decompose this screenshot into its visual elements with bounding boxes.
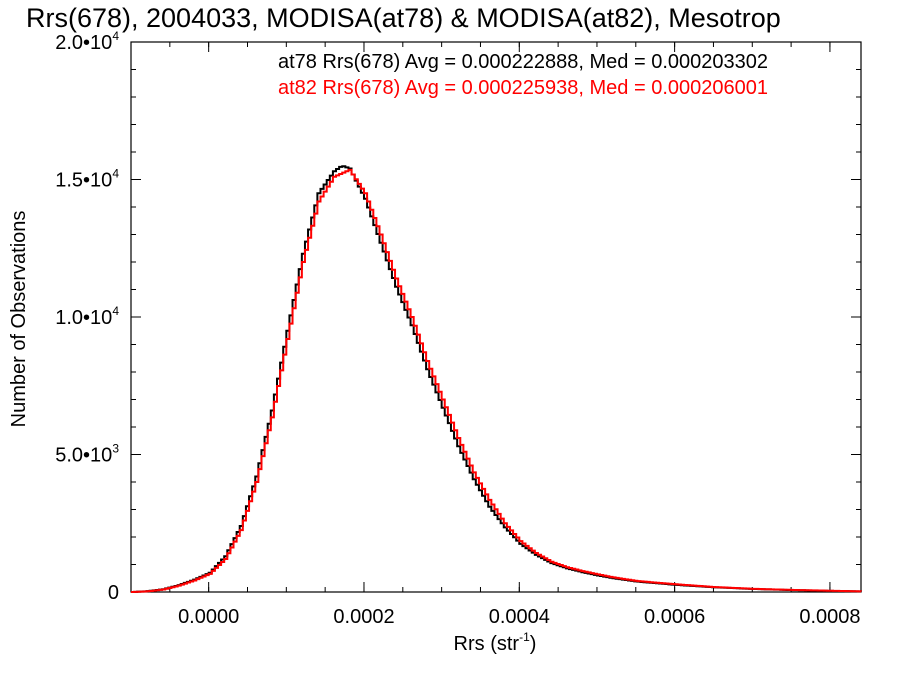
annotation-1: at78 Rrs(678) Avg = 0.000222888, Med = 0… xyxy=(278,51,768,73)
chart-title: Rrs(678), 2004033, MODISA(at78) & MODISA… xyxy=(26,3,781,33)
x-tick-label: 0.0002 xyxy=(333,606,394,628)
x-tick-label: 0.0004 xyxy=(489,606,550,628)
x-tick-label: 0.0006 xyxy=(644,606,705,628)
annotation-2: at82 Rrs(678) Avg = 0.000225938, Med = 0… xyxy=(278,77,768,99)
series-line-1 xyxy=(131,165,862,593)
y-tick-exponent: 4 xyxy=(112,304,119,318)
y-tick-mantissa: 1.0•10 xyxy=(55,307,112,329)
x-tick-label: 0.0008 xyxy=(799,606,860,628)
y-tick-mantissa: 1.5•10 xyxy=(55,170,112,192)
y-tick-mantissa: 0 xyxy=(108,582,119,604)
y-tick-exponent: 3 xyxy=(112,442,119,456)
y-tick-label: 1.0•104 xyxy=(55,304,119,329)
x-axis-label-tail: ) xyxy=(530,633,537,655)
x-tick-label: 0.0000 xyxy=(178,606,239,628)
x-axis-label-text: Rrs (str xyxy=(454,633,520,655)
y-tick-exponent: 4 xyxy=(112,167,119,181)
y-tick-label: 2.0•104 xyxy=(55,29,119,54)
y-tick-mantissa: 2.0•10 xyxy=(55,32,112,54)
y-tick-exponent: 4 xyxy=(112,29,119,43)
annotations: at78 Rrs(678) Avg = 0.000222888, Med = 0… xyxy=(278,51,768,99)
y-tick-label: 1.5•104 xyxy=(55,167,119,192)
y-tick-mantissa: 5.0•10 xyxy=(55,445,112,467)
x-axis-label-sup: -1 xyxy=(519,630,530,644)
series-line-2 xyxy=(131,168,862,593)
y-tick-label: 5.0•103 xyxy=(55,442,119,467)
y-tick-label: 0 xyxy=(108,582,119,604)
x-axis-label: Rrs (str-1) xyxy=(454,630,537,655)
series-layer xyxy=(131,165,862,593)
x-axis: 0.0000 0.0002 0.0004 0.0006 0.0008 xyxy=(169,42,861,628)
y-axis-label: Number of Observations xyxy=(8,211,30,428)
